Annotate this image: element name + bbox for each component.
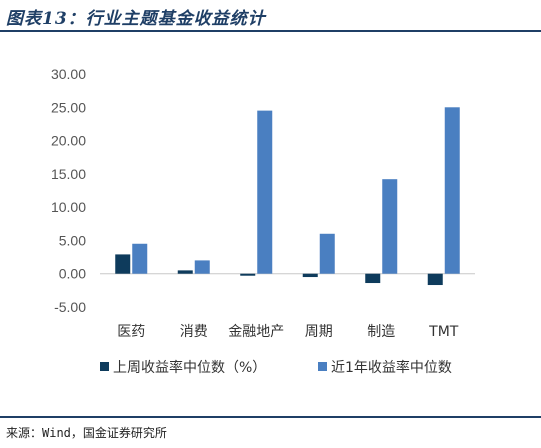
bar-weekly-1: [177, 270, 193, 274]
bar-yearly-3: [319, 233, 335, 274]
y-tick-label: 10.00: [51, 199, 86, 215]
y-tick-label: 5.00: [59, 232, 86, 248]
bar-weekly-5: [427, 273, 443, 286]
bar-yearly-4: [382, 179, 398, 274]
bar-yearly-0: [132, 243, 148, 274]
bar-weekly-0: [115, 254, 131, 274]
y-tick-label: 25.00: [51, 99, 86, 115]
y-tick-label: 20.00: [51, 133, 86, 149]
y-tick-label: 15.00: [51, 166, 86, 182]
legend-label: 上周收益率中位数（%）: [113, 359, 266, 376]
category-label: 消费: [180, 324, 208, 340]
y-tick-label: 0.00: [59, 266, 86, 282]
legend-swatch-weekly: [100, 362, 109, 371]
chart-title: 图表13：行业主题基金收益统计: [6, 9, 266, 29]
source-rule: [0, 416, 541, 418]
y-tick-label: -5.00: [54, 299, 86, 315]
bar-yearly-2: [257, 110, 273, 274]
bar-weekly-3: [302, 273, 318, 278]
bar-weekly-4: [365, 273, 381, 284]
category-label: 制造: [367, 324, 395, 340]
category-label: 金融地产: [228, 324, 284, 340]
category-label: 医药: [117, 324, 145, 340]
bar-yearly-5: [444, 107, 460, 274]
category-label: 周期: [305, 324, 333, 340]
legend-swatch-yearly: [318, 362, 327, 371]
category-label: TMT: [428, 324, 459, 340]
legend-label: 近1年收益率中位数: [331, 359, 452, 376]
y-tick-label: 30.00: [51, 66, 86, 82]
bar-yearly-1: [194, 260, 210, 274]
title-rule: [0, 30, 541, 32]
source-note: 来源：Wind，国金证券研究所: [6, 426, 167, 440]
bar-weekly-2: [240, 273, 256, 276]
